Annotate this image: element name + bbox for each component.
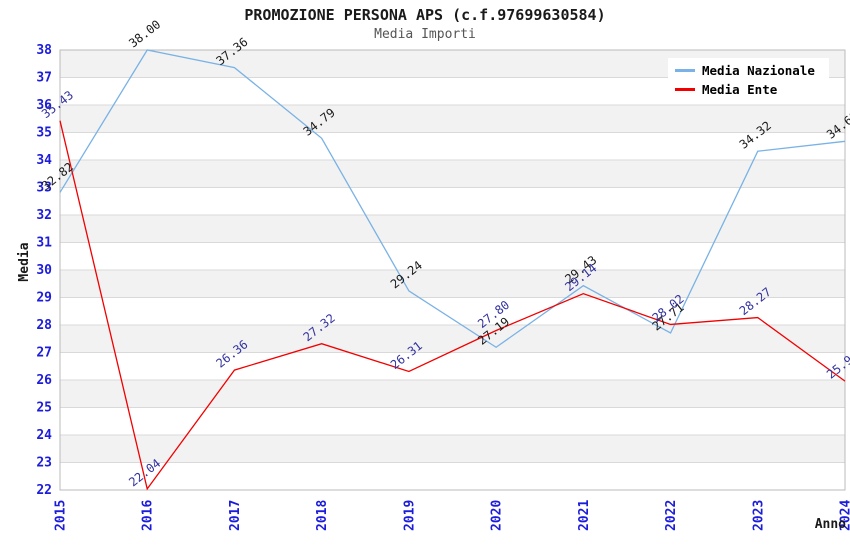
- svg-text:23: 23: [36, 456, 52, 471]
- svg-text:31: 31: [36, 236, 52, 251]
- svg-text:30: 30: [36, 263, 52, 278]
- svg-text:2020: 2020: [490, 500, 505, 531]
- svg-text:2021: 2021: [577, 500, 592, 531]
- svg-text:32: 32: [36, 208, 52, 223]
- svg-text:25: 25: [36, 401, 52, 416]
- svg-text:22: 22: [36, 483, 52, 498]
- svg-text:36: 36: [36, 98, 52, 113]
- legend-item-media-ente: Media Ente: [675, 82, 815, 97]
- legend-label: Media Nazionale: [702, 63, 815, 78]
- svg-text:26: 26: [36, 373, 52, 388]
- svg-text:37: 37: [36, 71, 52, 86]
- chart-subtitle: Media Importi: [374, 27, 476, 42]
- svg-text:Anno: Anno: [815, 517, 846, 532]
- svg-text:34: 34: [36, 153, 52, 168]
- svg-text:27: 27: [36, 346, 52, 361]
- svg-text:28: 28: [36, 318, 52, 333]
- svg-text:38: 38: [36, 43, 52, 58]
- legend-item-media-nazionale: Media Nazionale: [675, 63, 815, 78]
- svg-text:29: 29: [36, 291, 52, 306]
- legend: Media Nazionale Media Ente: [668, 58, 829, 102]
- svg-text:2017: 2017: [228, 500, 243, 531]
- svg-text:35: 35: [36, 126, 52, 141]
- svg-text:Media: Media: [17, 242, 32, 281]
- legend-line-swatch-nazionale: [675, 69, 695, 72]
- svg-text:2019: 2019: [402, 500, 417, 531]
- svg-text:33: 33: [36, 181, 52, 196]
- svg-text:38.00: 38.00: [126, 17, 163, 50]
- svg-text:2018: 2018: [315, 500, 330, 531]
- svg-text:2016: 2016: [141, 500, 156, 531]
- svg-text:2015: 2015: [54, 500, 69, 531]
- svg-text:2024: 2024: [839, 500, 850, 531]
- legend-label: Media Ente: [702, 82, 778, 97]
- legend-line-swatch-ente: [675, 88, 695, 91]
- chart-title: PROMOZIONE PERSONA APS (c.f.97699630584): [244, 6, 606, 24]
- svg-text:2023: 2023: [751, 500, 766, 531]
- svg-text:2022: 2022: [664, 500, 679, 531]
- svg-text:24: 24: [36, 428, 52, 443]
